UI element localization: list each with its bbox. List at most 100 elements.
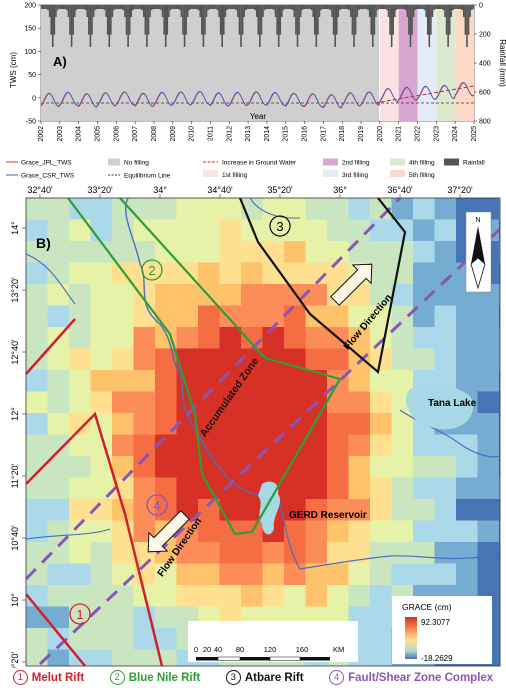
- rainfall-bar: [111, 5, 114, 17]
- raster-cell: [370, 542, 392, 564]
- right-axis-ticks: 0 200 400 600 800: [474, 3, 491, 126]
- year-ticks: 2002 2003 2004 2005 2006 2007 2008 2009 2010 2011…: [38, 121, 478, 142]
- panel-b-label: B): [36, 235, 51, 251]
- rainfall-bar: [312, 5, 315, 17]
- raster-cell: [262, 370, 285, 392]
- raster-cell: [305, 327, 328, 349]
- scale-tick-label: 0: [194, 645, 198, 654]
- raster-cell: [198, 413, 220, 435]
- raster-cell: [155, 585, 177, 607]
- raster-cell: [176, 348, 199, 371]
- rainfall-bar: [450, 5, 453, 17]
- rainfall-bar: [365, 5, 368, 10]
- raster-cell: [90, 477, 113, 500]
- rainfall-bar: [332, 5, 335, 35]
- raster-cell: [155, 370, 177, 392]
- raster-cell: [327, 391, 349, 414]
- year-tick-label: 2023: [433, 126, 440, 142]
- raster-cell: [284, 327, 306, 349]
- raster-cell: [219, 585, 242, 607]
- svg-text:N: N: [475, 217, 480, 224]
- raster-cell: [305, 219, 328, 242]
- rainfall-bar: [78, 5, 81, 9]
- rainfall-bar: [160, 5, 162, 11]
- scale-tick-label: 20: [203, 645, 211, 654]
- raster-cell: [112, 198, 134, 220]
- rainfall-bar: [235, 5, 238, 11]
- year-tick-label: 2016: [302, 126, 309, 142]
- raster-cell: [456, 456, 478, 478]
- rainfall-bar: [185, 5, 187, 35]
- raster-cell: [241, 305, 263, 328]
- raster-cell: [155, 241, 177, 263]
- raster-cell: [370, 262, 392, 285]
- raster-cell: [90, 348, 113, 371]
- fault-line-upper: [26, 198, 402, 581]
- rainfall-bar: [309, 5, 311, 10]
- raster-cell: [241, 370, 263, 392]
- rainfall-bar: [334, 5, 336, 47]
- raster-cell: [348, 219, 371, 242]
- raster-cell: [391, 563, 414, 586]
- rainfall-bar: [121, 5, 123, 10]
- rainfall-bar: [393, 5, 396, 17]
- raster-cell: [155, 456, 177, 478]
- raster-cell: [262, 391, 285, 414]
- longitude-tick-label: 36°: [333, 185, 347, 195]
- rainfall-bars: [41, 5, 475, 47]
- raster-cell: [69, 391, 91, 414]
- rainfall-bar: [386, 5, 388, 11]
- raster-cell: [241, 391, 263, 414]
- rainfall-bar: [328, 5, 330, 10]
- rainfall-bar: [426, 5, 429, 35]
- rainfall-bar: [273, 5, 275, 11]
- raster-cell: [434, 542, 457, 564]
- raster-cell: [477, 370, 500, 392]
- rainfall-bar: [196, 5, 198, 10]
- rainfall-bar: [108, 5, 111, 47]
- raster-cell: [434, 327, 457, 349]
- raster-cell: [327, 413, 349, 435]
- rainfall-bar: [430, 5, 432, 35]
- rainfall-bar: [356, 5, 358, 17]
- rainfall-bar: [127, 5, 129, 47]
- raster-cell: [370, 499, 392, 521]
- raster-cell: [391, 241, 414, 263]
- raster-cell: [284, 370, 306, 392]
- rainfall-bar: [433, 5, 435, 11]
- grace-raster: [26, 198, 500, 666]
- raster-cell: [413, 284, 435, 306]
- raster-cell: [327, 348, 349, 371]
- rainfall-bar: [404, 5, 407, 11]
- longitude-tick-label: 36°40': [387, 185, 413, 195]
- rainfall-bar: [212, 5, 214, 10]
- raster-cell: [219, 477, 242, 500]
- rainfall-bar: [373, 5, 376, 35]
- raster-cell: [219, 284, 242, 306]
- raster-cell: [284, 434, 306, 457]
- raster-cell: [284, 499, 306, 521]
- tana-lake-label: Tana Lake: [428, 398, 477, 409]
- rainfall-bar: [229, 5, 231, 9]
- raster-cell: [133, 434, 156, 457]
- raster-cell: [348, 413, 371, 435]
- legend-rainfall: Rainfall: [463, 160, 485, 167]
- rainfall-bar: [437, 5, 440, 10]
- rainfall-bar: [265, 5, 267, 10]
- raster-cell: [69, 262, 91, 285]
- raster-cell: [219, 434, 242, 457]
- raster-cell: [219, 413, 242, 435]
- raster-cell: [69, 434, 91, 457]
- rainfall-bar: [50, 5, 53, 35]
- raster-cell: [413, 456, 435, 478]
- rainfall-bar: [230, 5, 233, 10]
- raster-cell: [456, 327, 478, 349]
- raster-cell: [348, 499, 371, 521]
- rainfall-bar: [331, 5, 333, 17]
- raster-cell: [413, 563, 435, 586]
- legend-filling4: 4th filling: [409, 160, 435, 167]
- raster-cell: [47, 284, 70, 306]
- rainfall-bar: [69, 5, 71, 35]
- svg-text:2: 2: [148, 263, 155, 278]
- rainfall-bar: [398, 5, 401, 9]
